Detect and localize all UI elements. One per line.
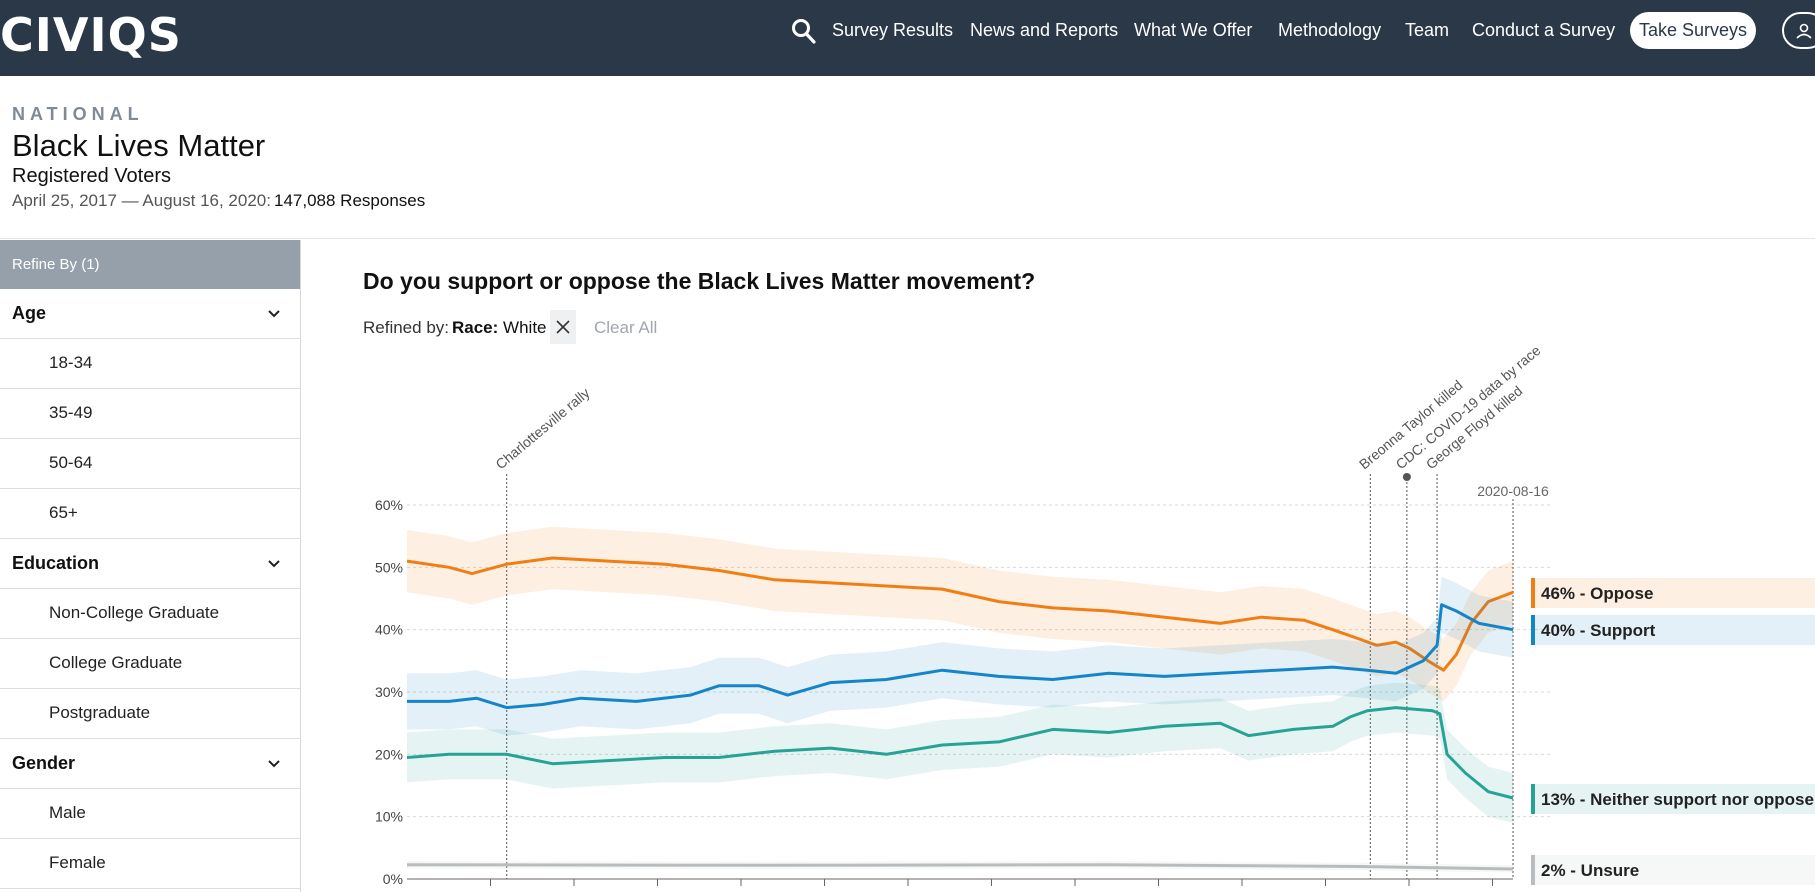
- chip-value: White: [503, 318, 547, 337]
- series-end-label: 2% - Unsure: [1541, 861, 1639, 880]
- filter-option-label: Male: [49, 803, 86, 822]
- population-subtitle: Registered Voters: [12, 165, 171, 187]
- close-icon: [556, 320, 570, 334]
- clear-all-link[interactable]: Clear All: [594, 318, 658, 337]
- response-count: 147,088 Responses: [274, 191, 426, 210]
- end-label-accent: [1531, 615, 1535, 645]
- nav-survey-results[interactable]: Survey Results: [832, 20, 954, 40]
- end-label-background: [1531, 615, 1815, 645]
- filter-group-age[interactable]: Age: [0, 289, 300, 339]
- series-line: [406, 556, 1514, 672]
- filter-option-65-plus[interactable]: 65+: [0, 489, 300, 539]
- nav-methodology[interactable]: Methodology: [1278, 20, 1382, 40]
- chevron-down-icon: [268, 560, 280, 568]
- refined-by-label: Refined by:: [363, 318, 449, 337]
- nav-what-we-offer[interactable]: What We Offer: [1134, 20, 1253, 40]
- user-account-button[interactable]: [1782, 12, 1815, 49]
- search-icon[interactable]: [791, 18, 817, 46]
- chart-question-title: Do you support or oppose the Black Lives…: [363, 268, 1036, 294]
- y-tick-label: 30%: [375, 684, 403, 700]
- y-tick-label: 60%: [375, 497, 403, 513]
- series-end-label: 40% - Support: [1541, 621, 1656, 640]
- region-kicker: NATIONAL: [12, 104, 144, 124]
- event-label: CDC: COVID-19 data by race: [1393, 342, 1544, 472]
- confidence-band: [407, 526, 1513, 702]
- filter-option-label: Female: [49, 853, 106, 872]
- filter-option-label: College Graduate: [49, 653, 183, 672]
- filter-option-label: 35-49: [49, 403, 93, 422]
- refine-by-header[interactable]: Refine By (1): [0, 240, 300, 289]
- end-label-accent: [1531, 578, 1535, 608]
- filter-group-label: Education: [12, 553, 100, 573]
- y-tick-label: 50%: [375, 559, 403, 575]
- take-surveys-button[interactable]: Take Surveys: [1630, 12, 1756, 49]
- filter-option-18-34[interactable]: 18-34: [0, 339, 300, 389]
- chevron-down-icon: [268, 760, 280, 768]
- end-label-accent: [1531, 784, 1535, 814]
- filter-option-non-college[interactable]: Non-College Graduate: [0, 589, 300, 639]
- filter-option-label: 50-64: [49, 453, 93, 472]
- filter-option-label: 18-34: [49, 353, 93, 372]
- confidence-band: [407, 682, 1513, 823]
- chip-key: Race:: [452, 318, 499, 337]
- event-label: 2020-08-16: [1477, 483, 1549, 499]
- filter-option-50-64[interactable]: 50-64: [0, 439, 300, 489]
- filter-option-college-graduate[interactable]: College Graduate: [0, 639, 300, 689]
- nav-news-and-reports[interactable]: News and Reports: [970, 20, 1119, 40]
- nav-team[interactable]: Team: [1405, 20, 1450, 40]
- refine-sidebar: Refine By (1) Age 18-34 35-49 50-64 65+ …: [0, 240, 301, 892]
- end-label-accent: [1531, 855, 1535, 885]
- filter-group-label: Gender: [12, 753, 76, 773]
- series-line: [407, 603, 1514, 710]
- y-tick-label: 20%: [375, 746, 403, 762]
- date-range: April 25, 2017 — August 16, 2020:: [12, 191, 271, 210]
- page-title: Black Lives Matter: [12, 128, 266, 163]
- filter-option-35-49[interactable]: 35-49: [0, 389, 300, 439]
- end-label-background: [1531, 784, 1815, 814]
- top-nav-bar: CIVIQS Survey Results News and Reports W…: [0, 0, 1815, 76]
- y-tick-label: 10%: [375, 809, 403, 825]
- remove-filter-button[interactable]: [550, 310, 576, 344]
- filter-option-male[interactable]: Male: [0, 789, 300, 839]
- series-end-label: 13% - Neither support nor oppose: [1541, 790, 1814, 809]
- active-filter-chip[interactable]: Race: White: [452, 318, 547, 338]
- filter-option-label: 65+: [49, 503, 78, 522]
- filter-option-label: Non-College Graduate: [49, 603, 220, 622]
- end-label-background: [1531, 578, 1815, 608]
- filter-group-education[interactable]: Education: [0, 539, 300, 589]
- y-tick-label: 0%: [383, 871, 403, 887]
- civiqs-logo[interactable]: CIVIQS: [0, 8, 182, 62]
- event-marker-dot: [1402, 473, 1411, 481]
- nav-conduct-a-survey[interactable]: Conduct a Survey: [1472, 20, 1616, 40]
- filter-option-label: Postgraduate: [49, 703, 151, 722]
- user-icon: [1796, 23, 1812, 39]
- end-label-background: [1531, 855, 1815, 885]
- filter-option-postgraduate[interactable]: Postgraduate: [0, 689, 300, 739]
- chevron-down-icon: [268, 310, 280, 318]
- event-label: Charlottesville rally: [492, 385, 592, 473]
- series-line: [406, 863, 1514, 871]
- header-divider: [0, 238, 1815, 239]
- series-end-label: 46% - Oppose: [1541, 584, 1653, 603]
- filter-group-gender[interactable]: Gender: [0, 739, 300, 789]
- y-tick-label: 40%: [375, 622, 403, 638]
- series-line: [406, 706, 1514, 800]
- filter-group-label: Age: [12, 303, 47, 323]
- filter-option-female[interactable]: Female: [0, 839, 300, 889]
